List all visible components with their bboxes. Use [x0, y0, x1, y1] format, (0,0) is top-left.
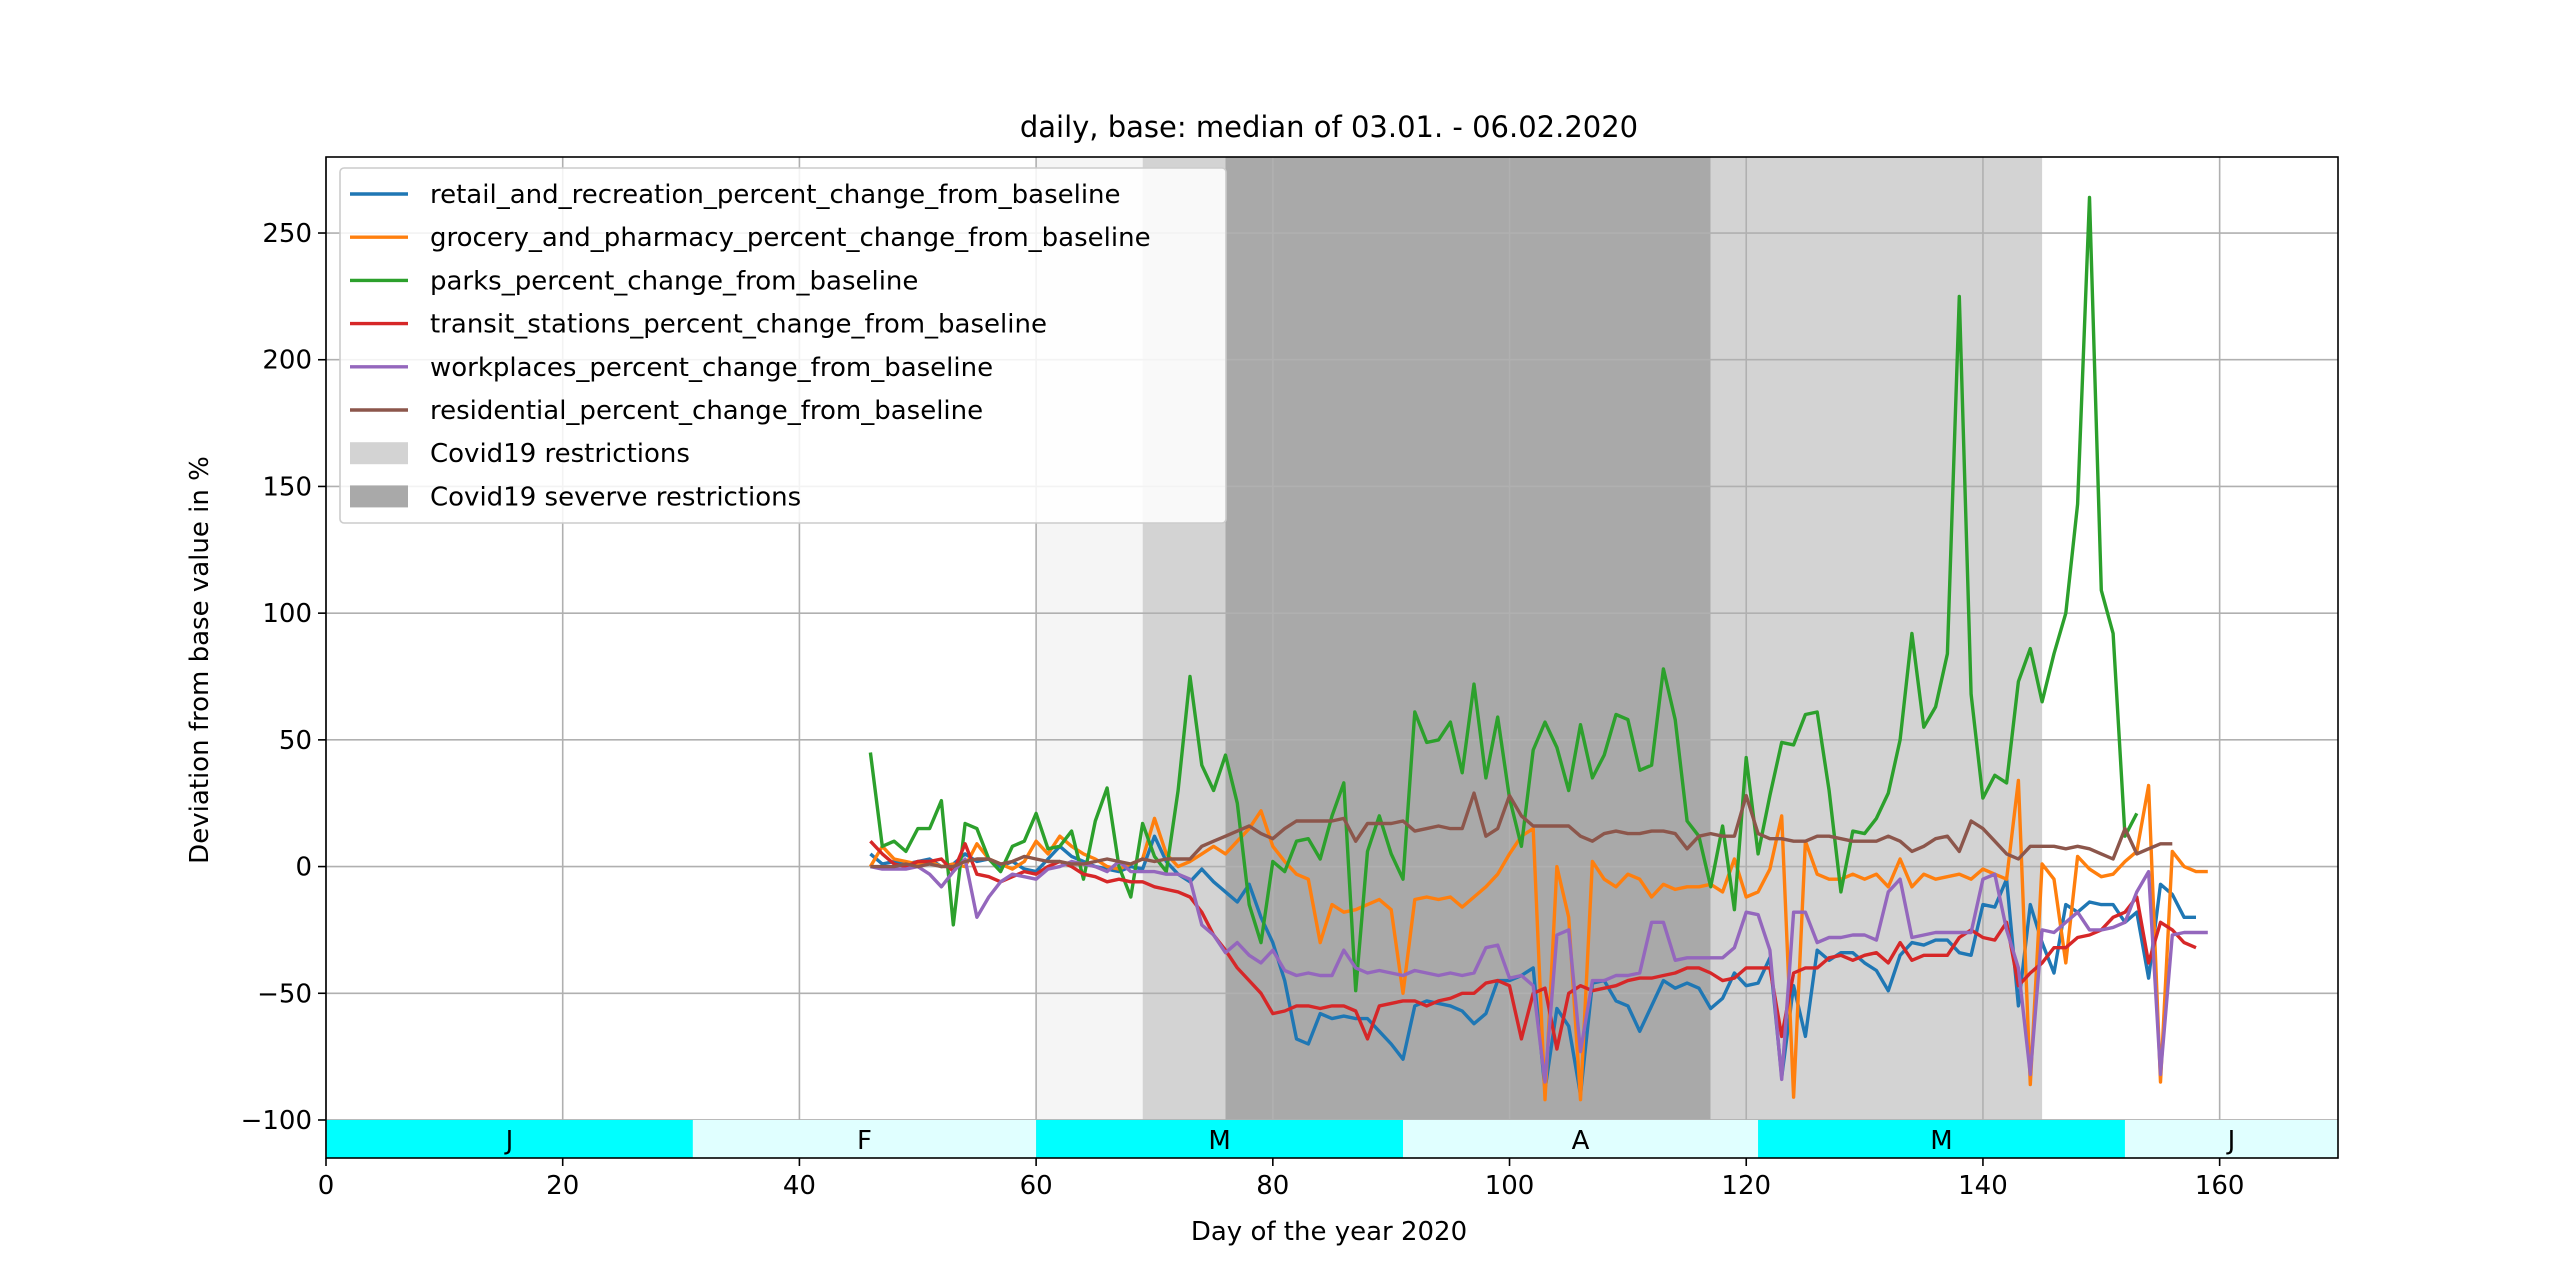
month-band-label: J	[504, 1126, 514, 1156]
series-line-grocery	[868, 778, 2208, 1102]
x-tick-label: 60	[1020, 1171, 1053, 1201]
y-tick-label: 150	[262, 472, 312, 502]
month-band-label: F	[857, 1126, 872, 1156]
y-axis-label: Deviation from base value in %	[185, 456, 215, 864]
x-tick-label: 0	[318, 1171, 335, 1201]
y-tick-label: 0	[295, 853, 312, 883]
x-tick-label: 20	[546, 1171, 579, 1201]
month-band-label: M	[1208, 1126, 1230, 1156]
legend-patch	[350, 485, 408, 508]
legend: retail_and_recreation_percent_change_fro…	[339, 167, 1227, 524]
x-axis-ticks: 0 20 40 60 80 100 120 140 160	[318, 1158, 2245, 1201]
series-line-residential	[870, 791, 2173, 869]
legend-box	[339, 167, 1227, 524]
month-band	[326, 1119, 693, 1158]
plot-frame	[325, 156, 2339, 1159]
month-band-label: A	[1572, 1126, 1590, 1156]
month-band-label: M	[1930, 1126, 1952, 1156]
y-tick-label: 100	[262, 599, 312, 629]
month-band	[1036, 1119, 1404, 1158]
legend-label: workplaces_percent_change_from_baseline	[430, 353, 993, 383]
legend-label: grocery_and_pharmacy_percent_change_from…	[430, 223, 1151, 253]
x-tick-label: 160	[2195, 1171, 2245, 1201]
y-axis-ticks: −100 −50 0 50 100 150 200 250	[241, 219, 326, 1136]
series-line-workplaces	[870, 857, 2208, 1084]
legend-label: Covid19 severve restrictions	[430, 482, 801, 512]
x-axis-label: Day of the year 2020	[1191, 1217, 1467, 1247]
y-tick-label: 250	[262, 219, 312, 249]
y-tick-label: −100	[241, 1106, 312, 1136]
legend-label: retail_and_recreation_percent_change_fro…	[430, 180, 1121, 210]
x-tick-label: 80	[1256, 1171, 1289, 1201]
month-band	[1403, 1119, 1759, 1158]
legend-label: transit_stations_percent_change_from_bas…	[430, 310, 1047, 340]
month-band-label: J	[2226, 1126, 2236, 1156]
y-tick-label: −50	[257, 979, 312, 1009]
legend-label: parks_percent_change_from_baseline	[430, 266, 918, 296]
month-band	[1758, 1119, 2125, 1158]
legend-label: Covid19 restrictions	[430, 439, 690, 469]
month-band	[692, 1119, 1037, 1158]
month-band	[2124, 1119, 2338, 1158]
series-lines	[868, 195, 2208, 1102]
legend-label: residential_percent_change_from_baseline	[430, 396, 983, 426]
chart-title: daily, base: median of 03.01. - 06.02.20…	[1020, 110, 1638, 144]
x-tick-label: 140	[1958, 1171, 2008, 1201]
shaded-region	[1710, 157, 2043, 1158]
x-tick-label: 120	[1721, 1171, 1771, 1201]
y-tick-label: 50	[279, 726, 312, 756]
shaded-region	[1225, 157, 1711, 1158]
x-tick-label: 40	[783, 1171, 816, 1201]
legend-patch	[350, 442, 408, 465]
y-tick-label: 200	[262, 346, 312, 376]
x-tick-label: 100	[1485, 1171, 1535, 1201]
